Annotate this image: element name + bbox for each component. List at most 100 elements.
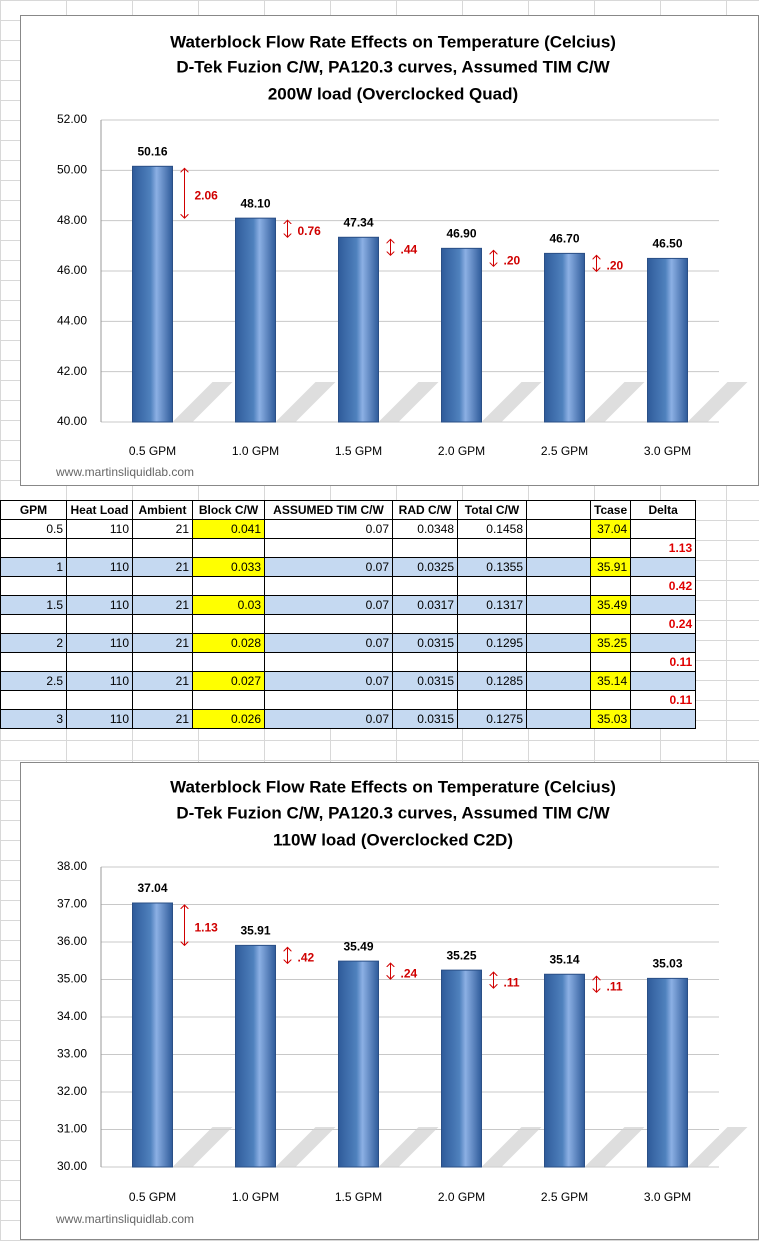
y-tick-label: 31.00 [57, 1122, 87, 1136]
table-row: 2.5 110 21 0.027 0.07 0.0315 0.1285 35.14 [0, 671, 697, 691]
delta-annotation: .11 [504, 975, 520, 989]
delta-annotation: 1.13 [195, 920, 219, 934]
delta-annotation: .20 [504, 254, 521, 268]
table-cell: 35.49 [589, 595, 632, 615]
table-cell: 0.028 [192, 633, 265, 653]
table-cell [457, 576, 527, 596]
table-cell [264, 652, 393, 672]
table-cell [526, 538, 591, 558]
delta-annotation: .20 [607, 259, 624, 273]
bar [338, 960, 379, 1168]
table-cell [132, 614, 193, 634]
y-tick-label: 34.00 [57, 1009, 87, 1023]
table-cell [526, 671, 591, 691]
table-cell: Tcase [589, 500, 632, 520]
table-cell: 0.0315 [392, 709, 458, 729]
table-cell: 110 [66, 633, 133, 653]
table-cell: Delta [630, 500, 697, 520]
table-cell: 1.5 [0, 595, 67, 615]
x-tick-label: 1.5 GPM [335, 444, 382, 458]
table-cell [0, 538, 67, 558]
bar [132, 165, 173, 423]
table-cell: 0.1355 [457, 557, 527, 577]
table-cell: ASSUMED TIM C/W [264, 500, 393, 520]
table-cell [457, 538, 527, 558]
bar [544, 973, 585, 1168]
table-cell: 0.027 [192, 671, 265, 691]
bar-shadow [584, 1127, 645, 1167]
x-tick-label: 2.0 GPM [438, 1190, 485, 1204]
chart-title: 110W load (Overclocked C2D) [273, 830, 513, 849]
bar-shadow [378, 382, 439, 422]
table-cell: 0.24 [630, 614, 697, 634]
table-cell [526, 519, 591, 539]
x-tick-label: 0.5 GPM [129, 444, 176, 458]
y-tick-label: 52.00 [57, 112, 87, 126]
y-tick-label: 42.00 [57, 364, 87, 378]
chart-title: Waterblock Flow Rate Effects on Temperat… [170, 32, 616, 51]
table-cell [66, 690, 133, 710]
table-row: 0.11 [0, 652, 697, 672]
y-tick-label: 37.00 [57, 897, 87, 911]
table-cell [264, 690, 393, 710]
table-cell [392, 576, 458, 596]
delta-annotation: 0.76 [298, 224, 322, 238]
chart-title: Waterblock Flow Rate Effects on Temperat… [170, 777, 616, 796]
table-cell [192, 614, 265, 634]
table-cell [457, 652, 527, 672]
y-tick-label: 50.00 [57, 163, 87, 177]
bar-shadow [481, 382, 542, 422]
bar [235, 944, 276, 1168]
source-note: www.martinsliquidlab.com [55, 465, 194, 479]
y-tick-label: 40.00 [57, 414, 87, 428]
table-cell: 0.033 [192, 557, 265, 577]
value-label: 37.04 [137, 881, 167, 895]
table-cell: 0.07 [264, 671, 393, 691]
table-cell: 0.03 [192, 595, 265, 615]
table-row: 0.42 [0, 576, 697, 596]
bar-shadow [687, 382, 748, 422]
table-cell [192, 576, 265, 596]
chart: Waterblock Flow Rate Effects on Temperat… [20, 762, 759, 1240]
table-cell: 110 [66, 557, 133, 577]
table-cell [526, 595, 591, 615]
data-table: GPM Heat Load Ambient Block C/W ASSUMED TIM … [0, 500, 697, 729]
table-cell: 0.1458 [457, 519, 527, 539]
chart-title: D-Tek Fuzion C/W, PA120.3 curves, Assume… [176, 803, 610, 822]
table-cell [0, 614, 67, 634]
table-cell: 0.07 [264, 709, 393, 729]
table-cell: 0.5 [0, 519, 67, 539]
y-tick-label: 35.00 [57, 972, 87, 986]
table-cell [264, 576, 393, 596]
x-tick-label: 1.0 GPM [232, 1190, 279, 1204]
table-row: 0.11 [0, 690, 697, 710]
delta-annotation: .11 [607, 979, 623, 993]
x-tick-label: 2.5 GPM [541, 444, 588, 458]
bar-shadow [275, 382, 336, 422]
table-cell [392, 614, 458, 634]
table-row: 0.24 [0, 614, 697, 634]
table-cell [526, 690, 591, 710]
table-cell [526, 652, 591, 672]
bar-shadow [172, 382, 233, 422]
table-cell: 21 [132, 633, 193, 653]
table-cell [264, 538, 393, 558]
delta-annotation: 2.06 [195, 188, 219, 202]
table-cell [0, 576, 67, 596]
table-cell: Ambient [132, 500, 193, 520]
table-cell: 0.07 [264, 595, 393, 615]
table-cell [589, 576, 632, 596]
bar [441, 969, 482, 1168]
table-cell: GPM [0, 500, 67, 520]
table-cell [132, 576, 193, 596]
table-cell: 21 [132, 595, 193, 615]
table-cell [526, 557, 591, 577]
source-note: www.martinsliquidlab.com [55, 1212, 194, 1226]
y-tick-label: 33.00 [57, 1047, 87, 1061]
bar [338, 236, 379, 423]
table-cell [192, 538, 265, 558]
bar [132, 902, 173, 1168]
bar [647, 977, 688, 1168]
table-cell: 1 [0, 557, 67, 577]
table-row: 1.5 110 21 0.03 0.07 0.0317 0.1317 35.49 [0, 595, 697, 615]
